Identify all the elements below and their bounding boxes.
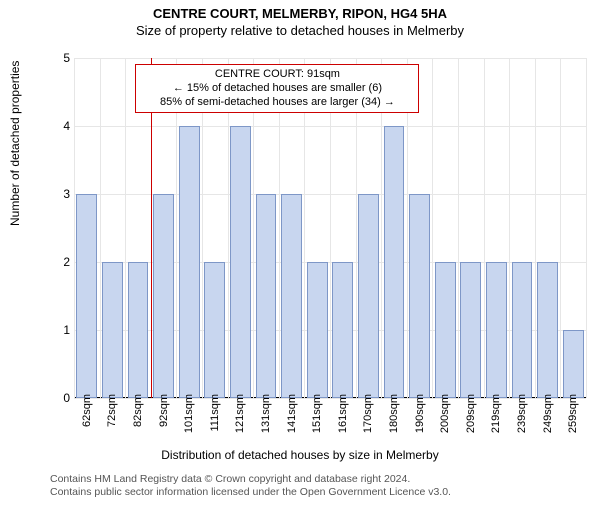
x-tick-label: 170sqm xyxy=(362,394,374,433)
x-tick-label: 249sqm xyxy=(542,394,554,433)
x-tick-label: 72sqm xyxy=(106,394,118,427)
y-tick-label: 5 xyxy=(54,51,70,65)
bar xyxy=(76,194,97,398)
gridline-h xyxy=(74,398,586,399)
bar xyxy=(512,262,533,398)
bar xyxy=(486,262,507,398)
x-tick-label: 190sqm xyxy=(414,394,426,433)
annotation-line: ← 15% of detached houses are smaller (6) xyxy=(142,82,412,96)
y-tick-label: 3 xyxy=(54,187,70,201)
page-subtitle: Size of property relative to detached ho… xyxy=(0,23,600,38)
bar xyxy=(537,262,558,398)
bar xyxy=(153,194,174,398)
gridline-v xyxy=(74,58,75,398)
x-tick-label: 239sqm xyxy=(516,394,528,433)
y-tick-label: 1 xyxy=(54,323,70,337)
bar xyxy=(179,126,200,398)
x-tick-label: 200sqm xyxy=(439,394,451,433)
bar xyxy=(128,262,149,398)
page-title: CENTRE COURT, MELMERBY, RIPON, HG4 5HA xyxy=(0,6,600,21)
x-tick-label: 219sqm xyxy=(490,394,502,433)
x-tick-label: 82sqm xyxy=(132,394,144,427)
gridline-v xyxy=(125,58,126,398)
gridline-v xyxy=(586,58,587,398)
bar xyxy=(256,194,277,398)
x-tick-label: 111sqm xyxy=(209,394,221,432)
x-tick-label: 101sqm xyxy=(183,394,195,433)
annotation-line: CENTRE COURT: 91sqm xyxy=(142,68,412,82)
bar xyxy=(409,194,430,398)
x-tick-label: 180sqm xyxy=(388,394,400,433)
x-axis-label: Distribution of detached houses by size … xyxy=(0,448,600,462)
footer-line-1: Contains HM Land Registry data © Crown c… xyxy=(50,473,590,487)
bar xyxy=(204,262,225,398)
bar xyxy=(332,262,353,398)
plot-area: 01234562sqm72sqm82sqm92sqm101sqm111sqm12… xyxy=(74,58,586,398)
gridline-v xyxy=(458,58,459,398)
y-tick-label: 2 xyxy=(54,255,70,269)
y-tick-label: 4 xyxy=(54,119,70,133)
y-axis-label: Number of detached properties xyxy=(8,61,22,226)
x-tick-label: 151sqm xyxy=(311,394,323,433)
x-tick-label: 141sqm xyxy=(286,394,298,433)
bar xyxy=(281,194,302,398)
bar xyxy=(460,262,481,398)
gridline-v xyxy=(560,58,561,398)
footer-attribution: Contains HM Land Registry data © Crown c… xyxy=(50,473,590,500)
x-tick-label: 92sqm xyxy=(158,394,170,427)
gridline-v xyxy=(535,58,536,398)
bar xyxy=(230,126,251,398)
x-tick-label: 62sqm xyxy=(81,394,93,427)
x-tick-label: 131sqm xyxy=(260,394,272,433)
annotation-line: 85% of semi-detached houses are larger (… xyxy=(142,96,412,110)
x-tick-label: 121sqm xyxy=(234,394,246,433)
annotation-box: CENTRE COURT: 91sqm← 15% of detached hou… xyxy=(135,64,419,113)
y-tick-label: 0 xyxy=(54,391,70,405)
x-tick-label: 161sqm xyxy=(337,394,349,433)
chart-area: 01234562sqm72sqm82sqm92sqm101sqm111sqm12… xyxy=(50,58,590,398)
gridline-v xyxy=(484,58,485,398)
x-tick-label: 209sqm xyxy=(465,394,477,433)
gridline-v xyxy=(100,58,101,398)
gridline-v xyxy=(432,58,433,398)
bar xyxy=(563,330,584,398)
bar xyxy=(384,126,405,398)
footer-line-2: Contains public sector information licen… xyxy=(50,486,590,500)
bar xyxy=(102,262,123,398)
x-tick-label: 259sqm xyxy=(567,394,579,433)
gridline-v xyxy=(509,58,510,398)
bar xyxy=(307,262,328,398)
bar xyxy=(358,194,379,398)
bar xyxy=(435,262,456,398)
